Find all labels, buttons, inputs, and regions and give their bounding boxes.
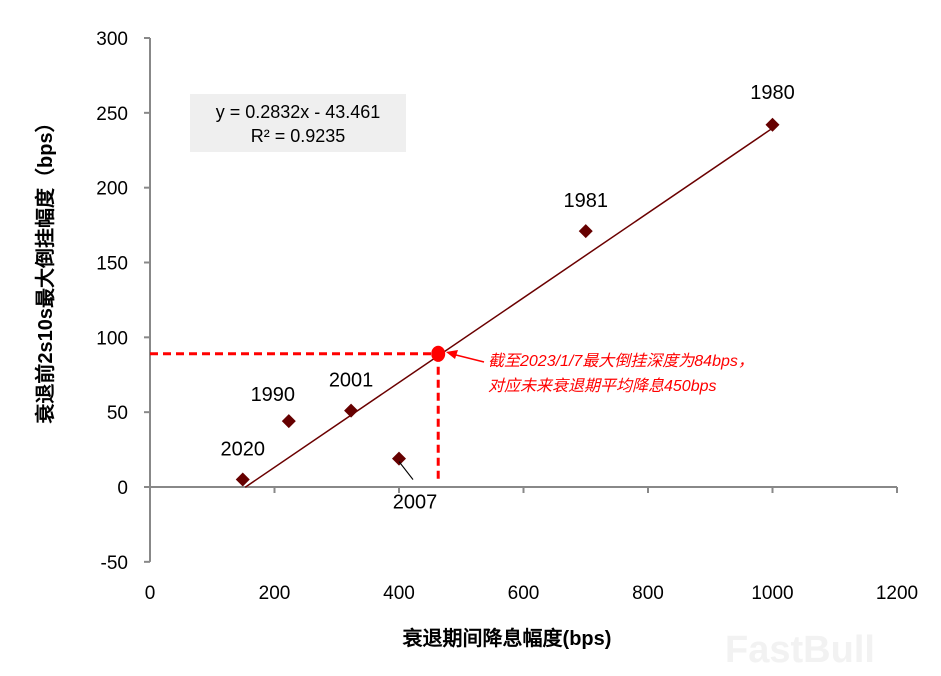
- annotation-line-2: 对应未来衰退期平均降息450bps: [488, 377, 717, 395]
- annotation-line-1: 截至2023/1/7最大倒挂深度为84bps，: [488, 352, 754, 370]
- point-label: 2020: [221, 439, 266, 461]
- y-axis-label: 衰退前2s10s最大倒挂幅度（bps）: [33, 112, 57, 424]
- equation-box: [190, 94, 406, 152]
- x-tick-label: 0: [145, 583, 156, 604]
- data-point: [578, 224, 593, 239]
- x-tick-label: 600: [508, 583, 540, 604]
- data-point: [235, 472, 250, 487]
- x-axis-label: 衰退期间降息幅度(bps): [402, 626, 612, 650]
- y-tick-label: 150: [96, 254, 128, 275]
- annotation-arrowhead: [446, 350, 458, 359]
- point-label: 1990: [251, 384, 296, 406]
- point-label: 2007: [393, 492, 438, 514]
- marks: 1980 1981 1990 2001 2007 2020: [150, 82, 795, 514]
- y-tick-label: -50: [101, 553, 128, 574]
- data-point: [281, 414, 296, 429]
- y-tick-label: 250: [96, 104, 128, 125]
- trendline: [244, 127, 773, 488]
- data-point: [765, 117, 780, 132]
- watermark: FastBull: [725, 629, 875, 671]
- x-tick-label: 1000: [751, 583, 793, 604]
- x-tick-label: 400: [383, 583, 415, 604]
- y-tick-label: 200: [96, 179, 128, 200]
- x-tick-label: 1200: [876, 583, 918, 604]
- r-squared-text: R² = 0.9235: [251, 126, 346, 146]
- y-tick-label: 0: [117, 478, 128, 499]
- x-tick-label: 200: [259, 583, 291, 604]
- annotation-arrow: [451, 353, 485, 363]
- highlight-point: [431, 345, 446, 362]
- axes: -50 0 50 100 150 200 250 300 0 200 400 600 800 1000 12…: [96, 29, 918, 604]
- equation-text: y = 0.2832x - 43.461: [216, 102, 381, 122]
- data-point: [392, 451, 406, 466]
- y-tick-label: 100: [96, 328, 128, 349]
- point-label: 2001: [329, 370, 374, 392]
- y-tick-label: 50: [107, 403, 128, 424]
- point-label: 1980: [750, 82, 795, 104]
- leader-line: [398, 461, 414, 480]
- x-tick-label: 800: [632, 583, 664, 604]
- data-point: [344, 403, 359, 418]
- point-label: 1981: [564, 190, 609, 212]
- y-tick-label: 300: [96, 29, 128, 50]
